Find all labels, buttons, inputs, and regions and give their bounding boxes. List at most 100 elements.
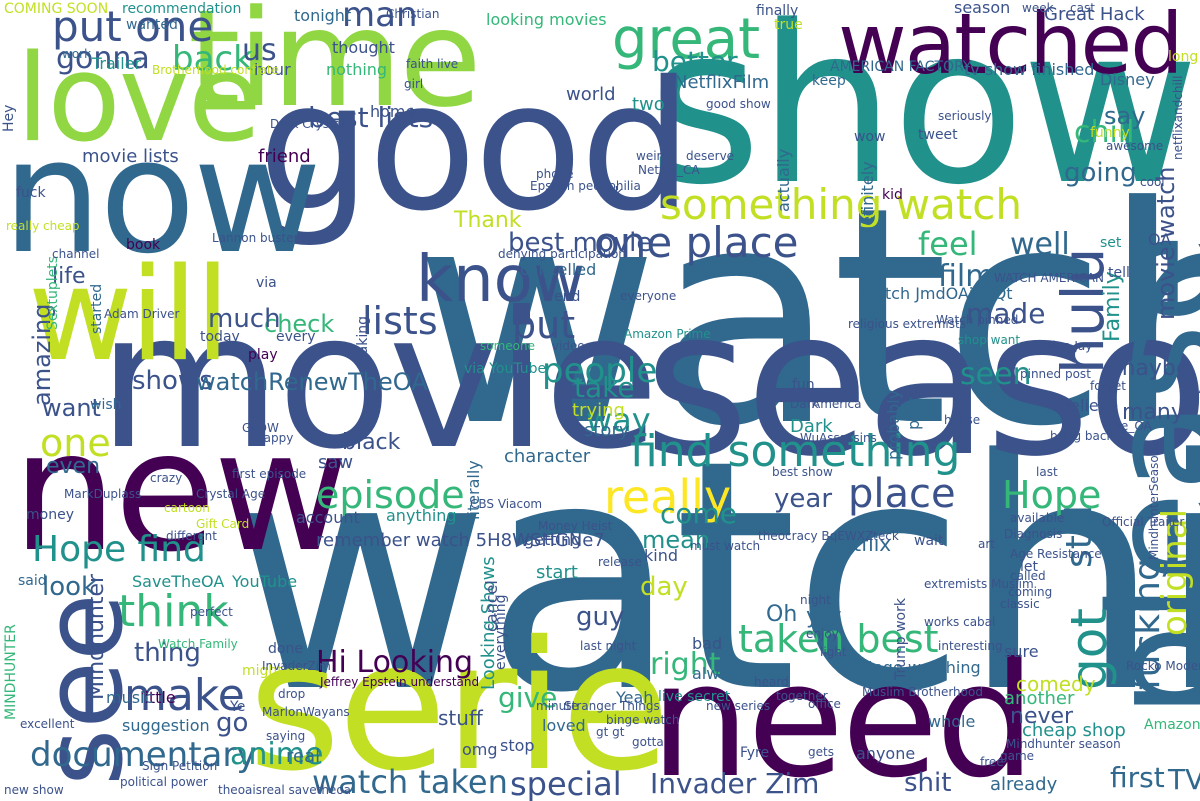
word-deserve: deserve xyxy=(686,149,735,163)
word-right: right xyxy=(650,647,721,682)
word-us: us xyxy=(242,33,277,68)
word-seen: seen xyxy=(960,357,1032,392)
word-year: year xyxy=(774,484,833,514)
word-weird: weird xyxy=(636,149,669,163)
word-light: light xyxy=(820,645,847,659)
word-new: new xyxy=(12,396,349,589)
word-bad: bad xyxy=(692,634,723,653)
word-put-one: put one xyxy=(52,2,214,51)
word-dark: Dark xyxy=(790,416,833,437)
word-shows: shows xyxy=(132,366,213,396)
word-saw: saw xyxy=(318,452,354,473)
word-literally: literally xyxy=(464,460,483,520)
word-actually: actually xyxy=(774,148,793,212)
word-feel: feel xyxy=(918,225,978,263)
word-oa: OA xyxy=(1148,230,1172,249)
word-trailer: Trailer xyxy=(92,54,142,73)
word-part: part xyxy=(904,397,923,430)
word-now: now xyxy=(2,105,322,289)
word-cheap-shop: cheap shop xyxy=(1022,720,1126,741)
word-fun: fun xyxy=(792,377,815,393)
word-kid: kid xyxy=(882,187,903,203)
word-put: put xyxy=(512,303,576,347)
word-must-watch: must watch xyxy=(690,539,761,553)
word-start: start xyxy=(536,562,578,583)
word-release: release xyxy=(598,555,642,569)
word-wow: wow xyxy=(854,129,886,145)
word-stranger-things: Stranger Things xyxy=(564,699,660,713)
word-might: might xyxy=(242,663,283,679)
word-recommendation: recommendation xyxy=(122,1,242,17)
word-heard: heard xyxy=(754,675,789,689)
word-mindhunter: Mindhunter xyxy=(84,573,109,700)
word-house: house xyxy=(944,413,981,427)
word-one: one xyxy=(40,421,111,465)
word-loved: loved xyxy=(542,716,586,735)
word-long: long xyxy=(1168,49,1199,65)
word-art: art xyxy=(978,537,995,551)
word-binge-watching: binge watching xyxy=(858,658,981,677)
word-via-youtube: via YouTube xyxy=(464,361,547,377)
word-another: another xyxy=(1004,688,1075,709)
word-many: many xyxy=(1122,400,1184,425)
word-epstein: Epstein pedophilia xyxy=(530,179,641,193)
word-omg: omg xyxy=(462,740,498,759)
word-disney: Disney xyxy=(1100,70,1155,89)
word-mindhunterseason2: MindhunterSeason2 xyxy=(1147,440,1161,560)
word-excellent: excellent xyxy=(20,717,75,731)
word-gift-card: Gift Card xyxy=(196,517,250,531)
word-binge-watch: binge watch xyxy=(606,713,680,727)
word-something-watch: something watch xyxy=(660,180,1022,229)
word-thank: Thank xyxy=(454,208,522,233)
word-classic: classic xyxy=(1000,597,1040,611)
word-gets: gets xyxy=(808,745,834,759)
word-time: time xyxy=(188,0,482,137)
word-gotta: gotta xyxy=(632,735,664,749)
word-wait: wait xyxy=(914,533,944,549)
word-amazon: Amazon xyxy=(1144,717,1200,733)
word-life: life xyxy=(52,264,86,289)
word-tonight: tonight xyxy=(294,6,352,25)
word-looking-movies: looking movies xyxy=(486,10,607,29)
word-video: video xyxy=(552,339,585,353)
word-first-episode: first episode xyxy=(232,467,307,481)
word-stop: stop xyxy=(500,736,535,755)
word-adam-driver: Adam Driver xyxy=(104,307,180,321)
word-money-heist: Money Heist xyxy=(538,519,613,533)
word-story: story xyxy=(584,420,630,441)
word-shop-want: shop want xyxy=(958,333,1021,347)
word-taken-best: taken best xyxy=(738,617,939,661)
word-work: work xyxy=(62,47,92,61)
word-phone: phone xyxy=(536,167,574,181)
word-best-lists: best lists xyxy=(308,101,434,134)
word-tweet: tweet xyxy=(918,127,958,143)
word-well: well xyxy=(1010,227,1070,262)
word-book: book xyxy=(126,237,161,253)
word-live-secret: live secret xyxy=(658,689,731,705)
word-find-something: find something xyxy=(630,426,961,477)
word-oa-the: The_OA xyxy=(1106,419,1152,433)
word-office: office xyxy=(808,697,841,711)
word-season-mindhunter: Mindhunter season xyxy=(1006,737,1121,751)
word-great-hack: Great Hack xyxy=(1044,4,1145,25)
word-called: called xyxy=(1010,569,1046,583)
word-best-show: best show xyxy=(772,465,833,479)
word-cancelled: cancelled xyxy=(520,260,597,279)
word-forget: forget xyxy=(1090,379,1126,393)
word-nothing: nothing xyxy=(326,60,388,79)
word-faith-live: faith live xyxy=(406,57,459,71)
word-watched: watched xyxy=(838,0,1184,93)
word-hi-looking: Hi Looking xyxy=(316,645,474,680)
word-fyre: Fyre xyxy=(740,745,770,761)
word-even: even xyxy=(46,454,101,479)
word-chill: chill xyxy=(1074,115,1135,150)
word-marlon: MarlonWayans xyxy=(262,705,350,719)
word-go: go xyxy=(216,708,249,738)
word-world: world xyxy=(566,84,616,105)
word-today: today xyxy=(200,329,240,345)
word-channel: channel xyxy=(52,247,100,261)
word-remember-watch: remember watch 5H8WSHGNe7 xyxy=(316,530,605,551)
word-bring-back: bring back xyxy=(1050,429,1114,443)
word-ye: Ye xyxy=(230,699,246,715)
word-week: week xyxy=(1022,1,1054,15)
